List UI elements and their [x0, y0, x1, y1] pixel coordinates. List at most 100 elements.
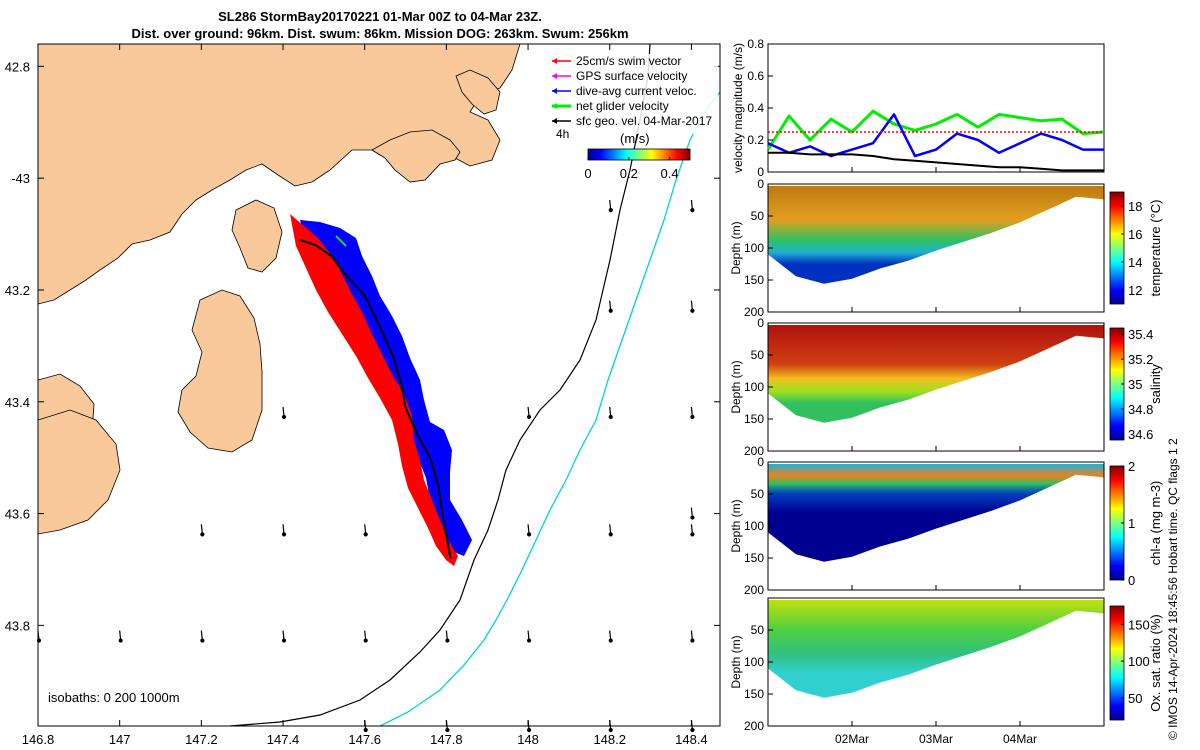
- map-xtick-label: 146.8: [22, 732, 55, 747]
- section-data-field: [768, 186, 1104, 284]
- velocity-frame: [767, 43, 1105, 173]
- section-ylabel: Depth (m): [729, 635, 743, 688]
- section-ytick-label: 50: [751, 209, 765, 223]
- section-panel: 0 50 100 150 200 Depth (m) 2 1 0 chl-a (mg m-3): [729, 455, 1163, 597]
- legend-entry: GPS surface velocity: [552, 69, 687, 83]
- section-ytick-label: 50: [751, 623, 765, 637]
- legend-arrowhead: [552, 118, 557, 124]
- colorbar-ticks: 0 0.2 0.4: [584, 157, 679, 181]
- geo-arrow-head: [690, 208, 695, 213]
- section-colorbar-tick-label: 35.4: [1128, 327, 1153, 342]
- section-colorbar-tick-label: 1: [1128, 516, 1135, 531]
- section-ylabel: Depth (m): [729, 499, 743, 552]
- isobath-note: isobaths: 0 200 1000m: [48, 690, 180, 705]
- map-ytick-label: 43.4: [5, 395, 30, 410]
- geo-arrow-head: [690, 308, 695, 313]
- section-colorbar-tick-label: 0: [1128, 573, 1135, 588]
- geo-arrow-head: [363, 638, 368, 643]
- land-tasman-peninsula: [177, 289, 263, 453]
- geo-arrow-head: [363, 727, 368, 733]
- legend-label: sfc geo. vel. 04-Mar-2017: [576, 114, 712, 128]
- section-ytick-label: 200: [744, 444, 764, 458]
- geo-arrow-head: [690, 532, 695, 537]
- section-colorbar-tick-label: 150: [1128, 617, 1150, 632]
- geo-arrow-head: [690, 414, 695, 420]
- colorbar-tick-label: 0.4: [661, 166, 679, 181]
- geo-arrow-head: [608, 208, 613, 213]
- geo-arrow-head: [445, 727, 450, 733]
- section-ytick-label: 100: [744, 241, 764, 255]
- map-panel: 146.8 147 147.2 147.4 147.6 147.8 148 148.2 148.…: [5, 43, 721, 747]
- velocity-series-line: [766, 109, 1105, 151]
- section-ytick-label: 100: [744, 519, 764, 533]
- geo-arrow-head: [363, 532, 368, 537]
- geo-arrow-head: [281, 532, 287, 537]
- colorbar-bar: [587, 148, 691, 161]
- section-data-field: [768, 325, 1104, 423]
- land-forestier-peninsula: [371, 129, 461, 183]
- swim-vector-swath: [290, 214, 458, 566]
- geo-arrow-head: [526, 727, 532, 733]
- legend-arrowhead: [552, 88, 557, 94]
- colorbar-tick-label: 0.2: [620, 166, 638, 181]
- geo-arrow-head: [526, 532, 532, 537]
- map-ytick-label: 43.8: [5, 618, 30, 633]
- time-x-axis: 02Mar 03Mar 04Mar: [835, 167, 1037, 746]
- isobath-200m: [229, 44, 651, 726]
- chart-title-line2: Dist. over ground: 96km. Dist. swum: 86k…: [131, 26, 629, 41]
- glider-track-group: [290, 214, 472, 566]
- geo-arrow-head: [526, 638, 532, 643]
- time-xtick-label: 03Mar: [919, 732, 953, 746]
- time-xtick-label: 02Mar: [835, 732, 869, 746]
- legend-label: GPS surface velocity: [576, 69, 687, 83]
- map-frame: [37, 43, 721, 727]
- velocity-ytick-label: 0.8: [747, 37, 764, 51]
- section-colorbar-label: salinity: [1148, 364, 1163, 404]
- velocity-ytick-label: 0.2: [747, 133, 764, 147]
- map-xtick-label: 148.4: [675, 732, 708, 747]
- section-colorbar-tick-label: 50: [1128, 691, 1142, 706]
- geo-arrow-head: [281, 638, 287, 643]
- legend-arrowhead: [552, 58, 557, 64]
- section-colorbar-tick-label: 2: [1128, 459, 1135, 474]
- geo-arrow-head: [608, 727, 613, 733]
- velocity-series-line: [767, 113, 1104, 158]
- map-ytick-label: 42.8: [5, 59, 30, 74]
- geo-arrow-head: [690, 727, 695, 733]
- section-ytick-label: 0: [757, 177, 764, 191]
- section-colorbar-label: temperature (°C): [1148, 200, 1163, 297]
- legend-arrowhead: [552, 73, 557, 79]
- legend-label: dive-avg current veloc.: [576, 84, 697, 98]
- velocity-y-axis: 0 0.2 0.4 0.6 0.8: [747, 37, 773, 179]
- time-xtick-label: 04Mar: [1003, 732, 1037, 746]
- section-data-field: [768, 464, 1104, 562]
- colorbar-unit-label: (m/s): [620, 131, 650, 146]
- section-ytick-label: 0: [757, 316, 764, 330]
- geo-arrow-head: [608, 532, 613, 537]
- legend-entry: dive-avg current veloc.: [552, 84, 697, 98]
- section-colorbar-tick-label: 16: [1128, 227, 1142, 242]
- geo-arrow-head: [526, 414, 532, 420]
- map-xtick-label: 147.4: [267, 732, 300, 747]
- section-ylabel: Depth (m): [729, 360, 743, 413]
- velocity-ylabel: velocity magnitude (m/s): [731, 43, 745, 173]
- geo-arrow-head: [608, 638, 613, 643]
- section-ytick-label: 100: [744, 655, 764, 669]
- geo-arrow-head: [608, 414, 613, 420]
- velocity-ytick-label: 0.6: [747, 69, 764, 83]
- section-colorbar: [1109, 191, 1125, 305]
- colorbar-tick-label: 0: [584, 166, 591, 181]
- geo-arrow-head: [200, 532, 205, 537]
- credit-line: © IMOS 14-Apr-2024 18:45:56 Hobart time.…: [1166, 438, 1180, 740]
- map-x-axis: 146.8 147 147.2 147.4 147.6 147.8 148 148.2 148.…: [22, 44, 708, 747]
- legend-entry: 25cm/s swim vector: [552, 54, 681, 68]
- land-south-arm-peninsula: [231, 199, 283, 273]
- velocity-series: [766, 109, 1105, 172]
- section-colorbar-tick-label: 100: [1128, 654, 1150, 669]
- map-ytick-label: -43: [11, 171, 30, 186]
- glider-track: [299, 238, 452, 559]
- section-ytick-label: 100: [744, 380, 764, 394]
- section-ytick-label: 200: [744, 583, 764, 597]
- section-ytick-label: 200: [744, 305, 764, 319]
